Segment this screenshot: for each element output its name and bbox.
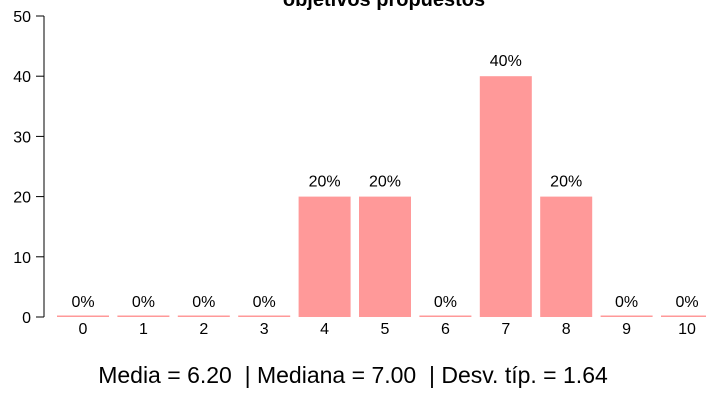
bar (661, 315, 706, 317)
bar-value-label: 20% (369, 174, 401, 191)
bars-group (57, 76, 706, 317)
median-value: 7.00 (371, 362, 417, 388)
y-tick-label: 40 (13, 69, 31, 86)
bar-labels-group: 0% 0% 0% 0% 20% 20% 0% 40% 20% 0% 0% (71, 53, 698, 311)
bar (479, 76, 532, 317)
chart-title: objetivos propuestos (283, 0, 485, 11)
bar-value-label: 0% (253, 294, 276, 311)
bar (540, 196, 593, 317)
y-axis: 0 10 20 30 40 50 (13, 9, 45, 327)
x-tick-label: 9 (622, 321, 631, 338)
bar-value-label: 0% (434, 294, 457, 311)
bar (419, 315, 472, 317)
mean-label: Media = (98, 362, 188, 388)
x-tick-label: 5 (381, 321, 390, 338)
mean-value: 6.20 (187, 362, 232, 388)
median-label: Mediana = (256, 362, 372, 388)
x-tick-label: 10 (678, 321, 696, 338)
x-tick-label: 6 (441, 321, 450, 338)
y-tick-label: 0 (22, 310, 31, 327)
x-tick-label: 8 (562, 321, 571, 338)
bar (57, 315, 109, 317)
x-tick-label: 1 (139, 321, 148, 338)
sd-label: Desv. típ. = (441, 362, 564, 388)
bar (177, 315, 230, 317)
bar (117, 315, 170, 317)
x-tick-label: 3 (260, 321, 269, 338)
sd-value: 1.64 (563, 362, 608, 388)
bar (298, 196, 351, 317)
y-tick-label: 50 (13, 9, 31, 26)
bar-value-label: 0% (675, 294, 698, 311)
x-tick-label: 4 (320, 321, 329, 338)
x-tick-label: 2 (199, 321, 208, 338)
summary-stats: Media = 6.20 | Mediana = 7.00 | Desv. tí… (0, 362, 706, 389)
x-tick-labels-group: 0 1 2 3 4 5 6 7 8 9 10 (79, 321, 696, 338)
bar-value-label: 20% (550, 174, 582, 191)
x-tick-label: 0 (79, 321, 88, 338)
bar-value-label: 0% (192, 294, 215, 311)
bar (600, 315, 653, 317)
y-tick-label: 20 (13, 190, 31, 207)
bar-value-label: 0% (132, 294, 155, 311)
y-tick-label: 10 (13, 250, 31, 267)
separator-2: | (428, 362, 435, 388)
separator-1: | (244, 362, 251, 388)
bar-value-label: 0% (71, 294, 94, 311)
bar (238, 315, 291, 317)
y-tick-label: 30 (13, 129, 31, 146)
bar-value-label: 20% (309, 174, 341, 191)
x-tick-label: 7 (501, 321, 510, 338)
bar-value-label: 0% (615, 294, 638, 311)
bar-value-label: 40% (490, 53, 522, 70)
bar (359, 196, 411, 317)
